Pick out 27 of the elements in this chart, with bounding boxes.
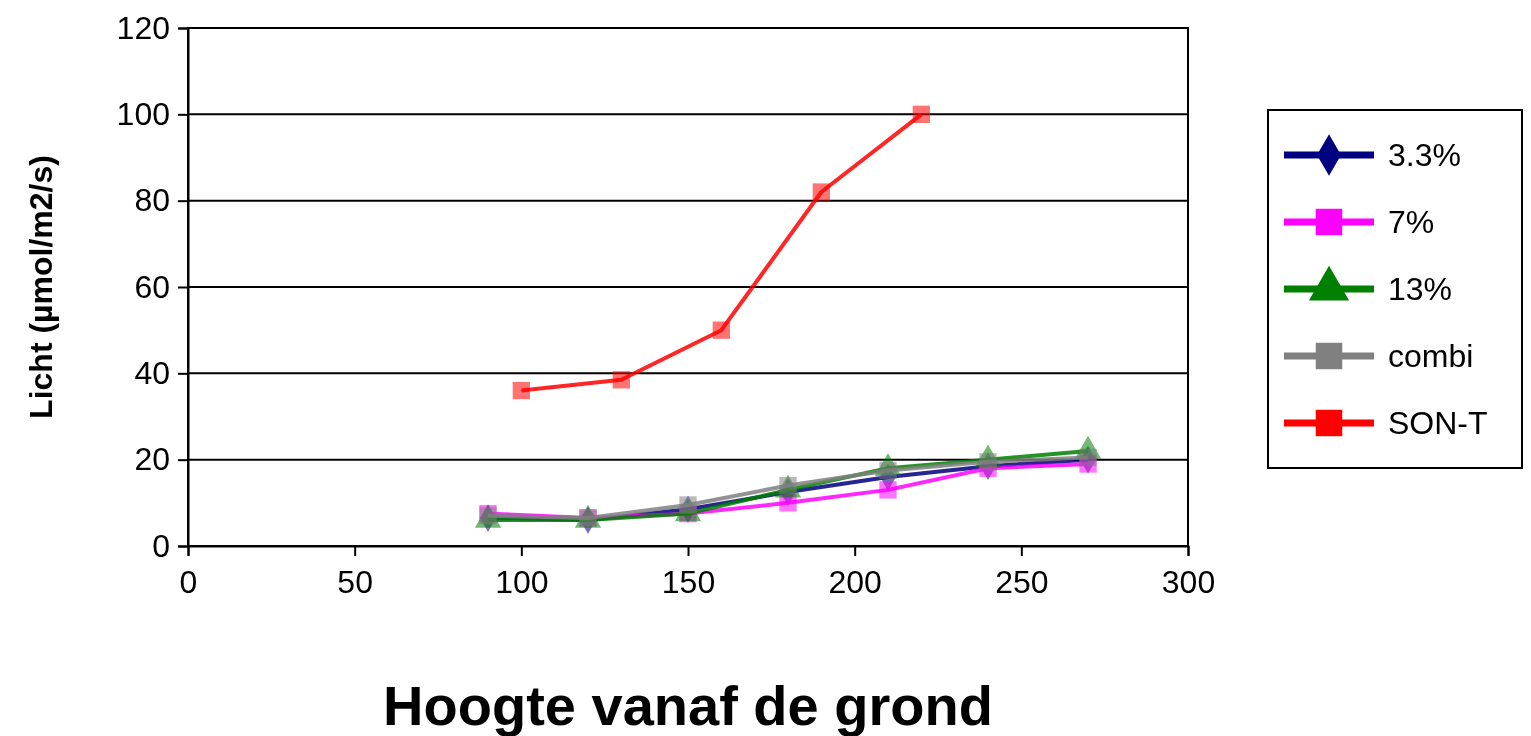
y-tick-label: 20 bbox=[134, 441, 170, 478]
legend-label: SON-T bbox=[1388, 405, 1488, 441]
y-tick-label: 100 bbox=[116, 96, 170, 133]
x-tick-label: 0 bbox=[179, 563, 198, 600]
point bbox=[912, 105, 930, 123]
y-axis-title: Licht (µmol/m2/s) bbox=[23, 155, 59, 419]
y-tick-label: 40 bbox=[134, 355, 170, 392]
point bbox=[1079, 448, 1097, 467]
y-tick-label: 0 bbox=[152, 527, 170, 564]
y-tick-label: 80 bbox=[134, 182, 170, 219]
x-tick-label: 150 bbox=[661, 563, 716, 600]
x-tick-label: 300 bbox=[1161, 563, 1216, 600]
point bbox=[612, 371, 630, 389]
point bbox=[812, 183, 830, 201]
x-tick-label: 200 bbox=[828, 563, 882, 600]
x-tick-label: 50 bbox=[337, 563, 373, 600]
y-tick-label: 60 bbox=[134, 268, 170, 305]
point bbox=[879, 481, 897, 499]
legend-label: combi bbox=[1388, 338, 1474, 374]
x-tick-label: 250 bbox=[995, 563, 1049, 600]
legend-label: 7% bbox=[1388, 204, 1435, 240]
x-tick-label: 100 bbox=[495, 563, 549, 600]
legend-label: 3.3% bbox=[1388, 137, 1461, 173]
point bbox=[712, 321, 730, 339]
legend-label: 13% bbox=[1388, 271, 1453, 307]
point bbox=[512, 381, 530, 400]
y-tick-label: 120 bbox=[116, 9, 170, 46]
